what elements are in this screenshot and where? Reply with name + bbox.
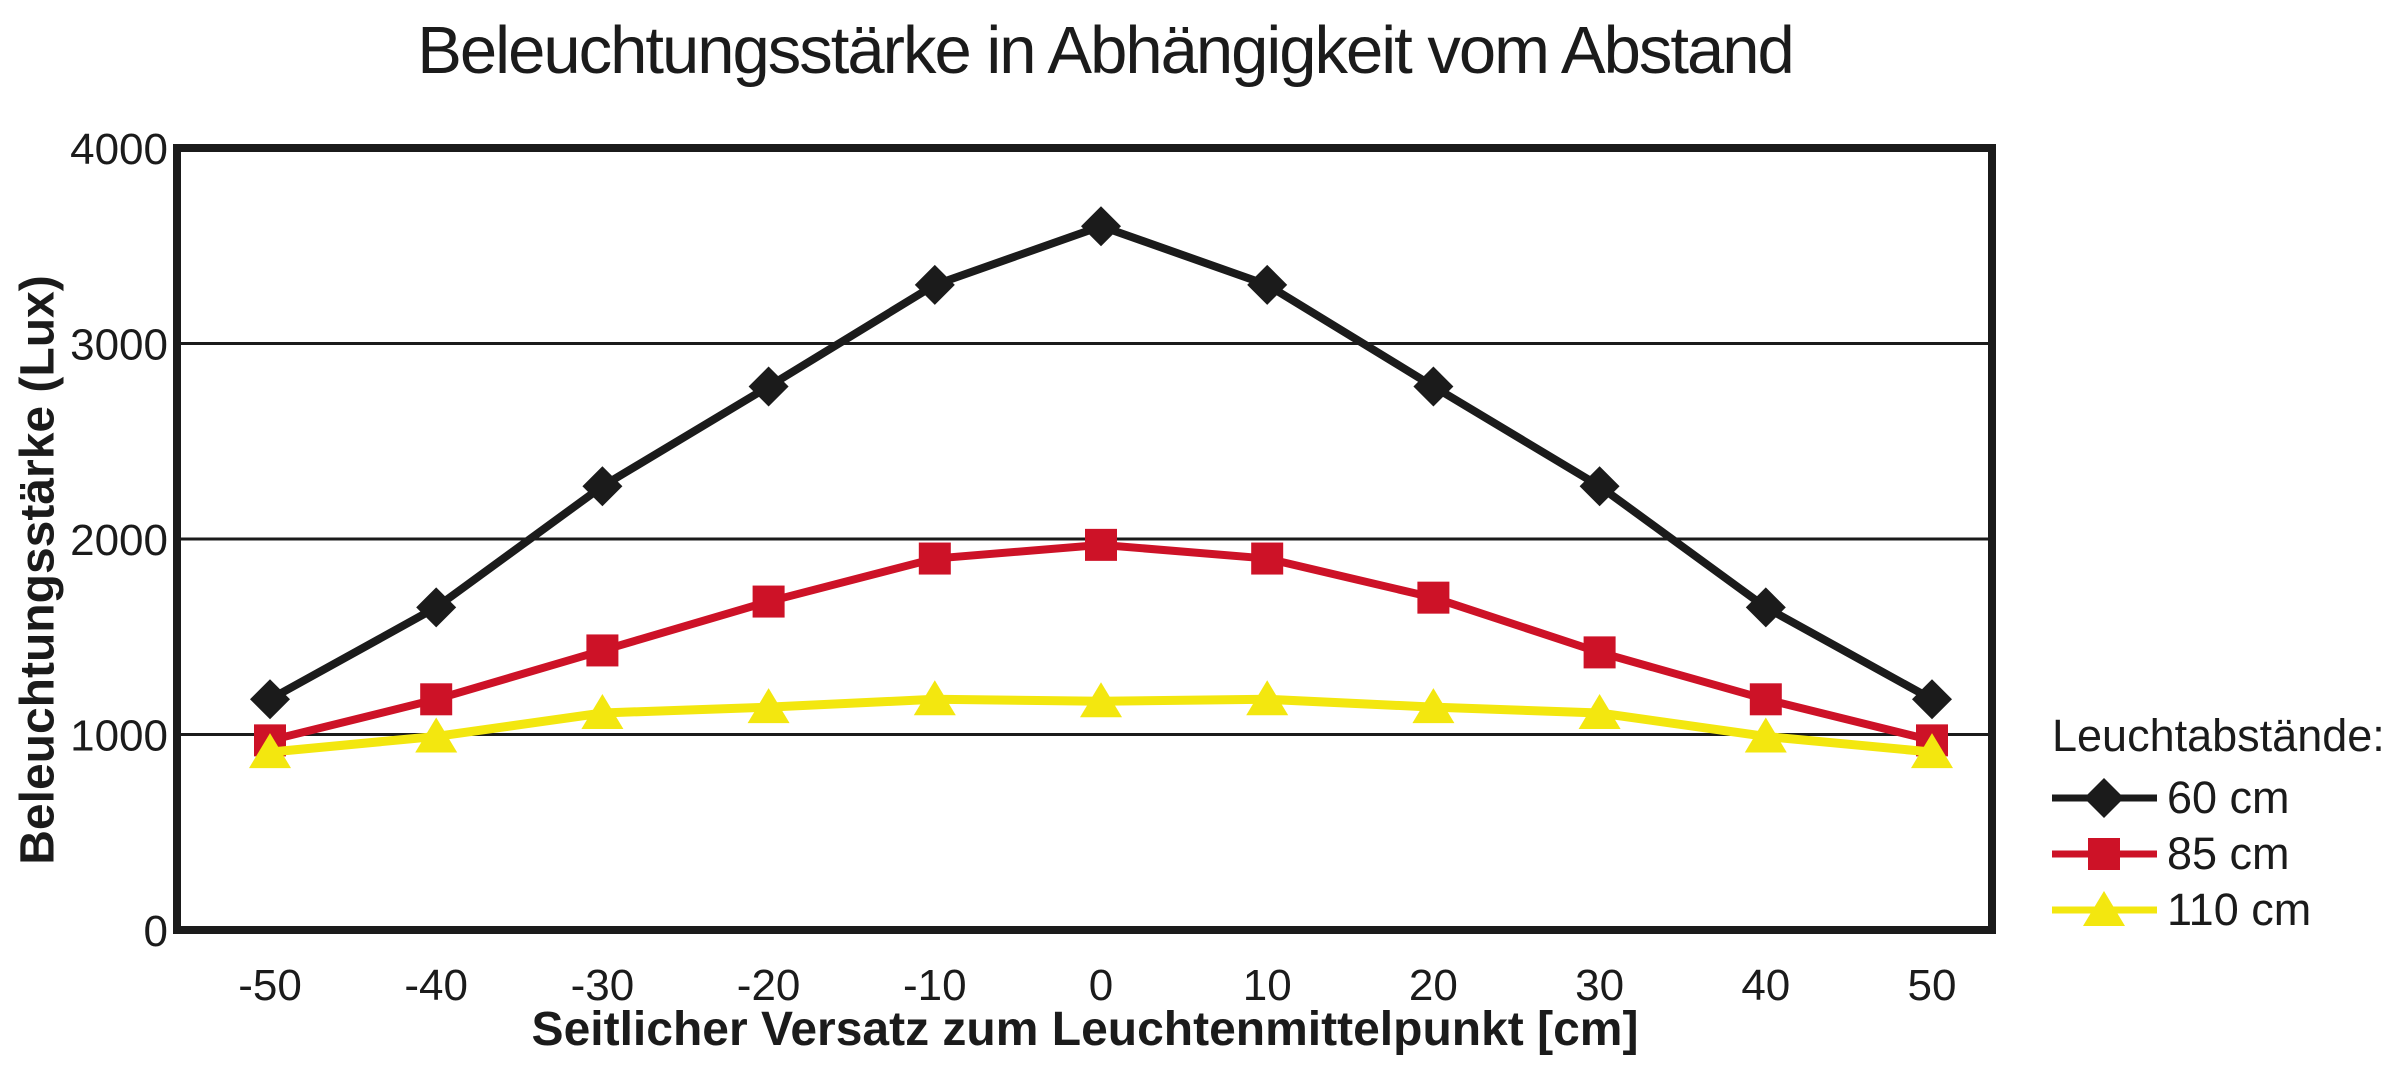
- x-axis-title: Seitlicher Versatz zum Leuchtenmittelpun…: [531, 1003, 1639, 1056]
- x-tick-label: 30: [1575, 961, 1624, 1010]
- series-110-cm-marker: [1080, 682, 1122, 718]
- series-85-cm-marker: [918, 542, 951, 575]
- series-60-cm-marker: [416, 587, 457, 628]
- series-60-cm-marker: [1081, 206, 1121, 247]
- legend-item-label: 60 cm: [2167, 772, 2290, 823]
- legend-item: 85 cm: [2052, 826, 2385, 882]
- series-110-cm-marker: [1578, 693, 1621, 729]
- chart-title: Beleuchtungsstärke in Abhängigkeit vom A…: [417, 13, 1795, 88]
- x-tick-label: -20: [737, 961, 801, 1010]
- y-tick-label: 1000: [70, 712, 168, 761]
- series-60-cm-marker: [582, 466, 623, 507]
- series-85-cm-marker: [1251, 542, 1284, 575]
- x-tick-label: -50: [238, 961, 302, 1010]
- legend-item: 60 cm: [2052, 770, 2385, 826]
- square-icon: [2052, 838, 2157, 870]
- triangle-icon: [2052, 891, 2157, 926]
- y-tick-label: 4000: [70, 125, 168, 174]
- series-60-cm-marker: [1579, 466, 1620, 507]
- series-60-cm-marker: [748, 366, 789, 407]
- series-60-cm-marker: [1745, 587, 1786, 628]
- series-110-cm-marker: [1911, 733, 1953, 769]
- series-110-cm-marker: [1412, 688, 1455, 724]
- series-60-cm-marker: [914, 264, 955, 305]
- diamond-icon: [2052, 778, 2157, 818]
- legend-item-label: 110 cm: [2167, 884, 2312, 935]
- x-tick-label: 50: [1908, 961, 1957, 1010]
- legend: Leuchtabstände: 60 cm 85 cm 110 cm: [2052, 710, 2385, 938]
- legend-title: Leuchtabstände:: [2052, 710, 2385, 761]
- series-110-cm-marker: [747, 688, 790, 724]
- x-tick-label: 20: [1409, 961, 1458, 1010]
- series-85-cm-marker: [1085, 528, 1117, 561]
- series-110-cm-marker: [415, 717, 458, 753]
- x-tick-label: -40: [404, 961, 468, 1010]
- legend-marker: [2083, 891, 2125, 926]
- series-110-cm-marker: [581, 693, 624, 729]
- series-85-cm-marker: [586, 634, 619, 667]
- y-tick-label: 0: [144, 907, 168, 956]
- legend-items: 60 cm 85 cm 110 cm: [2052, 770, 2385, 938]
- legend-item: 110 cm: [2052, 882, 2385, 938]
- series-60-cm-marker: [1247, 264, 1288, 305]
- x-tick-label: -10: [903, 961, 967, 1010]
- y-tick-label: 3000: [70, 321, 168, 370]
- legend-item-label: 85 cm: [2167, 828, 2290, 879]
- series-60-cm-marker: [250, 679, 290, 720]
- plot-frame: [173, 144, 1996, 934]
- series-110-cm-marker: [1744, 717, 1787, 753]
- series-110-cm-marker: [913, 680, 956, 716]
- series-60-cm-marker: [1413, 366, 1454, 407]
- x-tick-label: 0: [1089, 961, 1113, 1010]
- series-85-cm-marker: [420, 683, 453, 716]
- x-tick-label: 40: [1741, 961, 1790, 1010]
- series-60-cm-marker: [1912, 679, 1952, 720]
- y-tick-label: 2000: [70, 516, 168, 565]
- legend-marker: [2084, 778, 2124, 818]
- series-85-cm-marker: [752, 585, 785, 618]
- x-tick-label: -30: [571, 961, 635, 1010]
- series-85-cm-marker: [1749, 683, 1782, 716]
- series-110-cm-marker: [249, 733, 291, 769]
- series-85-cm-marker: [1417, 581, 1450, 614]
- series-60-cm-line: [268, 221, 1934, 703]
- x-tick-label: 10: [1243, 961, 1292, 1010]
- series-110-cm-marker: [1246, 680, 1289, 716]
- legend-marker: [2088, 838, 2120, 870]
- series-85-cm-marker: [1583, 636, 1616, 669]
